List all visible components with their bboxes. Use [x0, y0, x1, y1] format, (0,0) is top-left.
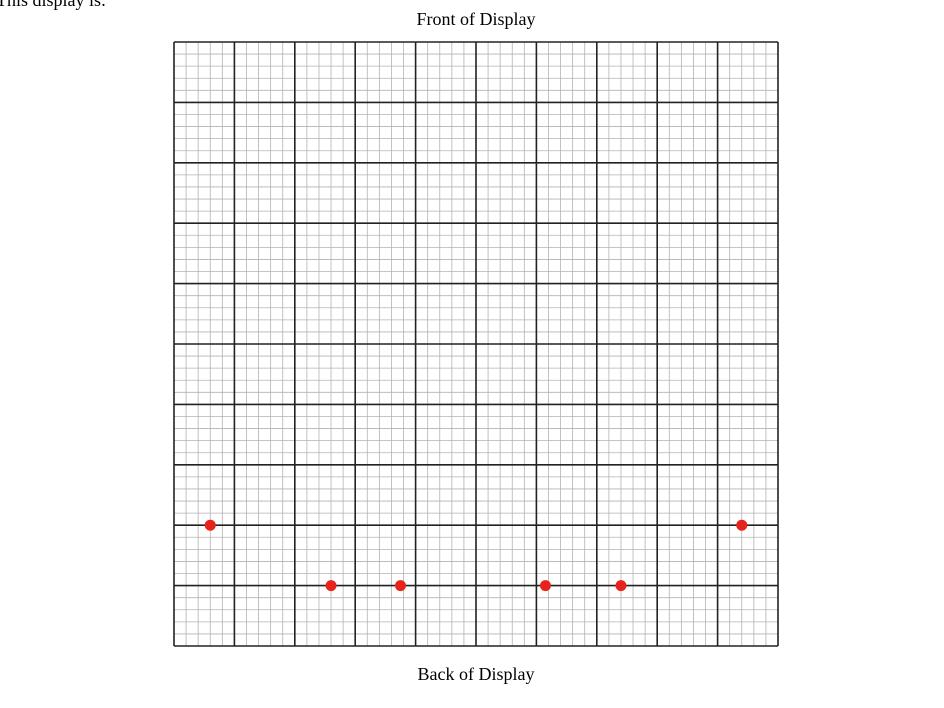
red-point-4	[539, 580, 551, 592]
display-grid	[170, 38, 782, 650]
red-point-5	[615, 580, 627, 592]
red-point-1	[204, 519, 216, 531]
red-point-3	[395, 580, 406, 592]
grid-svg	[173, 41, 779, 647]
front-of-display-label: Front of Display	[416, 9, 536, 29]
intro-text: This display is:	[0, 0, 107, 10]
red-point-2	[325, 580, 337, 592]
back-of-display-label: Back of Display	[417, 664, 535, 684]
red-point-6	[736, 519, 748, 531]
